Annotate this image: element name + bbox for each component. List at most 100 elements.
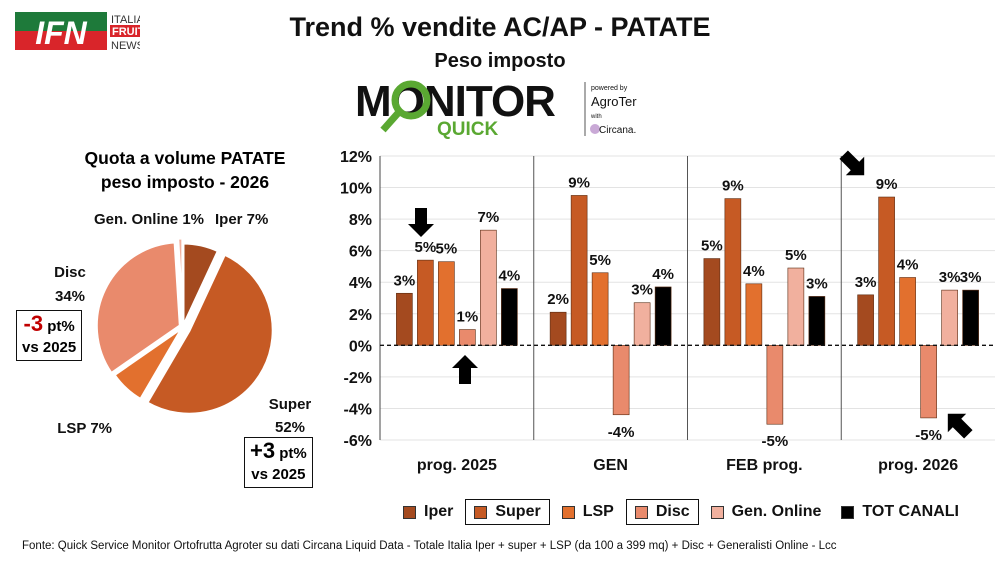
bar-data-label: 4%: [897, 256, 919, 273]
bar-data-label: 9%: [722, 178, 744, 195]
monitor-quick-logo: MONITOR QUICK powered by AgroTer with Ci…: [355, 78, 637, 140]
arrow-diagonal-icon: [839, 150, 865, 176]
x-category-label: FEB prog.: [726, 457, 802, 474]
svg-text:powered by: powered by: [591, 85, 628, 92]
pie-slice-super: [144, 252, 275, 416]
bar-gen-online: [633, 302, 651, 346]
y-tick-label: -2%: [344, 370, 372, 387]
bar-gen-online: [480, 229, 497, 346]
legend-label: Super: [495, 503, 541, 520]
legend: Iper Super LSP Disc Gen. Online TOT CANALI: [395, 499, 971, 525]
bar-lsp: [438, 261, 455, 346]
bar-tot-canali: [501, 288, 518, 346]
pie-label-disc-value: 34%: [55, 288, 85, 305]
arrow-up-icon: [452, 355, 478, 384]
ifn-logo: IFN ITALIA FRUIT NEWS: [15, 12, 140, 52]
bar-data-label: 2%: [547, 291, 569, 308]
legend-item-iper: Iper: [395, 499, 461, 525]
legend-label: Disc: [655, 503, 690, 520]
pie-slice-disc: [94, 240, 182, 376]
pie-label-super: Super: [269, 396, 312, 413]
bar-disc: [459, 329, 476, 346]
bar-iper: [703, 258, 721, 346]
bar-tot-canali: [654, 286, 672, 346]
y-tick-label: 2%: [349, 307, 372, 324]
bar-data-label: 4%: [743, 263, 765, 280]
page-subtitle: Peso imposto: [434, 50, 566, 72]
y-tick-label: 6%: [349, 244, 372, 261]
pie-slice-gen-online: [176, 236, 185, 323]
y-tick-label: -4%: [344, 401, 372, 418]
arrow-down-icon: [408, 208, 434, 237]
bar-data-label: -5%: [915, 427, 942, 444]
bar-data-label: 3%: [855, 274, 877, 291]
pie-title-line1: Quota a volume PATATE: [84, 148, 286, 168]
bar-iper: [857, 294, 874, 346]
x-category-label: prog. 2025: [417, 457, 497, 474]
super-delta-note: +3 pt% vs 2025: [244, 437, 313, 488]
legend-item-tot-canali: TOT CANALI: [833, 499, 967, 525]
legend-swatch: [841, 505, 855, 519]
bar-data-label: 3%: [394, 272, 416, 289]
pie-label-disc: Disc: [54, 264, 86, 281]
pie-chart: Iper 7% Gen. Online 1% Disc 34% Super 52% LSP …: [54, 211, 312, 437]
bar-data-label: 9%: [876, 176, 898, 193]
svg-text:MONITOR: MONITOR: [355, 78, 555, 126]
y-tick-label: 10%: [340, 181, 372, 198]
bar-data-label: 5%: [415, 239, 437, 256]
bar-super: [417, 259, 434, 346]
bar-data-label: 7%: [478, 209, 500, 226]
legend-label: Iper: [424, 503, 454, 520]
bar-data-label: 5%: [785, 247, 807, 264]
bar-data-label: 5%: [436, 241, 458, 258]
disc-delta-note: -3 pt% vs 2025: [16, 310, 83, 361]
legend-item-lsp: LSP: [554, 499, 622, 525]
svg-text:NEWS: NEWS: [111, 40, 140, 52]
legend-swatch: [474, 505, 488, 519]
bar-gen-online: [941, 289, 958, 346]
legend-swatch: [561, 505, 575, 519]
bar-iper: [396, 292, 413, 346]
legend-swatch: [710, 505, 724, 519]
y-tick-label: 0%: [349, 338, 372, 355]
legend-item-disc: Disc: [625, 499, 699, 525]
y-tick-label: 8%: [349, 212, 372, 229]
bar-data-label: -5%: [762, 433, 789, 450]
svg-text:IFN: IFN: [35, 15, 87, 51]
bar-disc: [766, 345, 784, 425]
svg-text:QUICK: QUICK: [437, 119, 499, 140]
bar-data-label: 1%: [457, 309, 479, 326]
svg-text:AgroTer: AgroTer: [591, 94, 637, 109]
bar-data-label: 4%: [652, 266, 674, 283]
bar-data-label: 5%: [701, 238, 723, 255]
bar-super: [724, 198, 742, 346]
bar-lsp: [899, 277, 916, 346]
bar-tot-canali: [962, 289, 979, 346]
svg-text:ITALIA: ITALIA: [111, 14, 140, 26]
page-title: Trend % vendite AC/AP - PATATE: [289, 12, 711, 42]
arrow-diagonal-icon: [947, 413, 973, 439]
svg-text:Circana.: Circana.: [599, 125, 636, 136]
bar-lsp: [591, 272, 609, 346]
legend-swatch: [634, 505, 648, 519]
x-category-label: prog. 2026: [878, 457, 958, 474]
y-tick-label: 12%: [340, 149, 372, 166]
pie-title-line2: peso imposto - 2026: [100, 172, 270, 192]
y-tick-label: -6%: [344, 433, 372, 450]
bar-data-label: -4%: [608, 424, 635, 441]
bar-lsp: [745, 283, 763, 346]
svg-text:FRUIT: FRUIT: [112, 26, 140, 38]
legend-label: TOT CANALI: [862, 503, 959, 520]
bar-data-label: 3%: [806, 275, 828, 292]
legend-label: Gen. Online: [731, 503, 822, 520]
bar-data-label: 3%: [631, 282, 653, 299]
pie-label-super-value: 52%: [275, 419, 305, 436]
bar-iper: [549, 311, 567, 346]
pie-slice-lsp: [111, 325, 185, 402]
pie-label-gen-online: Gen. Online 1%: [94, 211, 204, 228]
bar-super: [878, 196, 895, 346]
pie-label-lsp: LSP 7%: [57, 420, 112, 437]
bar-disc: [920, 345, 937, 419]
pie-label-iper: Iper 7%: [215, 211, 268, 228]
